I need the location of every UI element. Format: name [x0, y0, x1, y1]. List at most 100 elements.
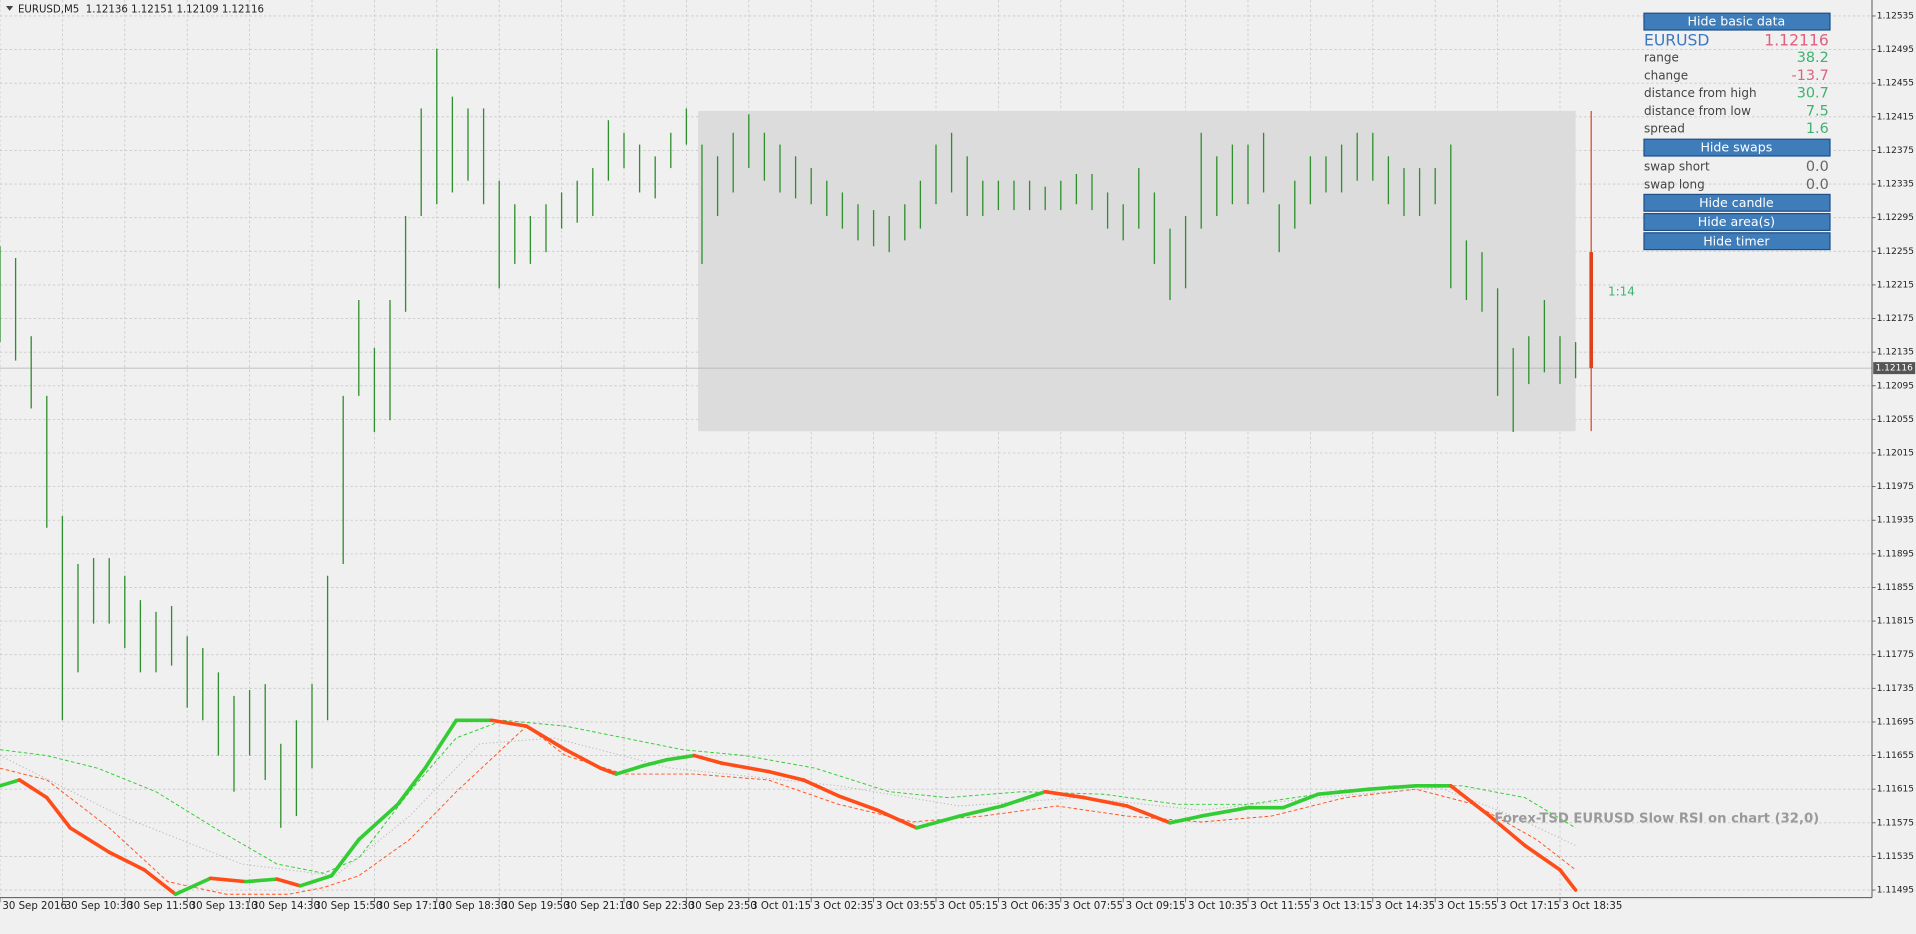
indicator-segment — [1523, 843, 1562, 872]
y-tick-label: 1.12015 — [1877, 449, 1914, 459]
indicator-segment — [836, 794, 880, 812]
button[interactable]: Hide candle — [1643, 193, 1831, 212]
button-label[interactable]: Hide swaps — [1700, 140, 1772, 155]
x-tick-label: 3 Oct 10:35 — [1188, 901, 1248, 912]
indicator-line — [0, 725, 1576, 895]
button-label[interactable]: Hide candle — [1699, 195, 1774, 210]
x-tick-label: 3 Oct 09:15 — [1126, 901, 1186, 912]
indicator-segment — [1125, 804, 1172, 825]
indicator-segment — [1487, 814, 1527, 848]
x-tick-label: 3 Oct 17:15 — [1500, 901, 1560, 912]
indicator-segment — [0, 778, 22, 788]
button[interactable]: Hide timer — [1643, 232, 1831, 251]
indicator-segment — [489, 718, 529, 728]
y-tick-label: 1.12335 — [1877, 180, 1914, 190]
y-tick-label: 1.11775 — [1877, 650, 1914, 660]
indicator-segment — [1316, 787, 1371, 797]
indicator-segment — [1199, 805, 1250, 818]
indicator-segment — [641, 757, 669, 768]
y-tick-label: 1.11895 — [1877, 549, 1914, 559]
info-panel: Hide basic data EURUSD 1.12116 range 38.… — [1643, 12, 1831, 251]
indicator-segment — [173, 876, 213, 897]
indicator-segment — [1558, 868, 1578, 892]
row-label: range — [1644, 51, 1679, 65]
x-tick-label: 30 Sep 23:50 — [689, 901, 757, 912]
x-tick-label: 30 Sep 2016 — [2, 901, 67, 912]
y-tick-label: 1.11935 — [1877, 516, 1914, 526]
y-tick-label: 1.11495 — [1877, 886, 1914, 896]
button[interactable]: Hide swaps — [1643, 138, 1831, 157]
x-tick-label: 3 Oct 01:15 — [751, 901, 811, 912]
menu-arrow — [5, 6, 14, 11]
y-tick-label: 1.12215 — [1877, 280, 1914, 290]
y-tick-label: 1.11535 — [1877, 852, 1914, 862]
indicator-segment — [423, 718, 459, 770]
indicator-segment — [524, 724, 568, 752]
indicator-segment — [298, 873, 334, 888]
annotation: Forex-TSD EURUSD Slow RSI on chart (32,0… — [1494, 811, 1819, 826]
button[interactable]: Hide area(s) — [1643, 213, 1831, 232]
price: 1.12116 — [1764, 31, 1828, 49]
y-tick-label: 1.11855 — [1877, 583, 1914, 593]
y-tick-label: 1.12295 — [1877, 213, 1914, 223]
candle-timer: 1:14 — [1608, 285, 1635, 299]
row-label: change — [1644, 69, 1688, 83]
indicator-segment — [142, 868, 178, 897]
y-tick-label: 1.11575 — [1877, 818, 1914, 828]
x-tick-label: 30 Sep 19:50 — [502, 901, 570, 912]
y-tick-label: 1.12495 — [1877, 45, 1914, 55]
indicator-segment — [614, 763, 646, 776]
y-tick-label: 1.12055 — [1877, 415, 1914, 425]
indicator-segment — [275, 877, 303, 888]
row-value: 7.5 — [1806, 104, 1829, 120]
y-tick-label: 1.11695 — [1877, 717, 1914, 727]
button[interactable]: Hide basic data — [1643, 12, 1831, 31]
row-value: 1.6 — [1806, 121, 1829, 137]
x-tick-label: 30 Sep 11:50 — [127, 901, 195, 912]
indicator-segment — [395, 766, 427, 807]
indicator-segment — [719, 761, 771, 774]
row-label: distance from low — [1644, 104, 1751, 118]
x-tick-label: 3 Oct 18:35 — [1562, 901, 1622, 912]
row-value: 0.0 — [1806, 177, 1829, 193]
y-tick-label: 1.12135 — [1877, 348, 1914, 358]
price-tag-bg — [1873, 362, 1916, 375]
indicator-segment — [1043, 789, 1086, 800]
indicator-segment — [875, 808, 919, 830]
y-tick-label: 1.12415 — [1877, 112, 1914, 122]
button-label[interactable]: Hide timer — [1703, 233, 1770, 248]
indicator-segment — [1448, 784, 1492, 818]
indicator-segment — [208, 876, 248, 884]
indicator-segment — [68, 826, 111, 855]
y-tick-label: 1.11615 — [1877, 785, 1914, 795]
x-tick-label: 30 Sep 22:30 — [626, 901, 694, 912]
x-tick-label: 3 Oct 06:35 — [1001, 901, 1061, 912]
x-tick-label: 30 Sep 21:10 — [564, 901, 632, 912]
x-tick-label: 3 Oct 03:55 — [876, 901, 936, 912]
y-tick-label: 1.11735 — [1877, 684, 1914, 694]
y-tick-label: 1.12255 — [1877, 247, 1914, 257]
chart-title: EURUSD,M5 1.12136 1.12151 1.12109 1.1211… — [18, 5, 264, 16]
indicator-segment — [563, 747, 603, 770]
x-tick-label: 30 Sep 14:30 — [252, 901, 320, 912]
button-label[interactable]: Hide area(s) — [1698, 214, 1775, 229]
button-label[interactable]: Hide basic data — [1688, 14, 1786, 29]
row-label: spread — [1644, 122, 1685, 136]
x-tick-label: 3 Oct 11:55 — [1250, 901, 1310, 912]
row-value: 38.2 — [1797, 50, 1829, 66]
x-tick-label: 3 Oct 02:35 — [814, 901, 874, 912]
indicator-segment — [914, 814, 962, 830]
indicator-segment — [665, 753, 696, 762]
indicator-segment — [957, 804, 1005, 818]
price-tag: 1.12116 — [1873, 362, 1916, 375]
indicator-segment — [1168, 814, 1203, 825]
indicator-segment — [44, 795, 72, 830]
area — [698, 110, 1576, 432]
row-value: -13.7 — [1792, 68, 1829, 84]
indicator-segment — [1281, 792, 1320, 810]
indicator-segment — [1367, 784, 1418, 791]
y-tick-label: 1.11975 — [1877, 482, 1914, 492]
symbol: EURUSD — [1644, 31, 1709, 49]
y-tick-label: 1.11815 — [1877, 617, 1914, 627]
y-tick-label: 1.12455 — [1877, 79, 1914, 89]
